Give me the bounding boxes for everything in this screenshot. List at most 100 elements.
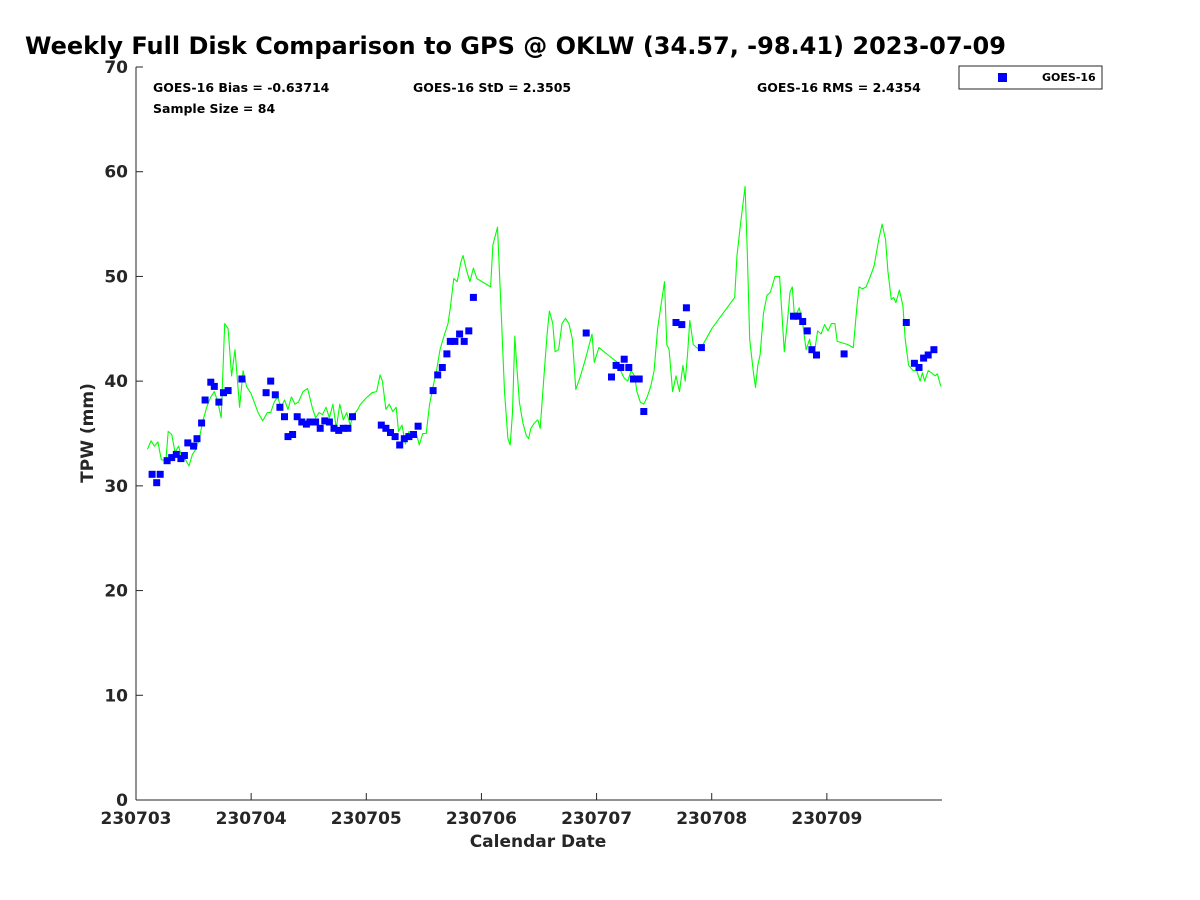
- goes16-point: [172, 450, 180, 458]
- legend-marker-goes16: [998, 73, 1007, 82]
- goes16-point: [443, 350, 451, 358]
- goes16-point: [377, 421, 385, 429]
- goes16-point: [391, 433, 399, 441]
- goes16-point: [267, 377, 275, 385]
- goes16-point: [682, 304, 690, 312]
- goes16-point: [207, 378, 215, 386]
- goes16-point: [920, 354, 928, 362]
- goes16-point: [924, 351, 932, 359]
- goes16-point: [298, 418, 306, 426]
- y-axis-label: TPW (mm): [78, 383, 98, 483]
- y-tick-label: 40: [104, 372, 128, 392]
- goes16-point: [284, 433, 292, 441]
- goes16-point: [620, 355, 628, 363]
- goes16-point: [215, 398, 223, 406]
- x-tick-label: 230706: [446, 809, 517, 829]
- std-stat: GOES-16 StD = 2.3505: [413, 80, 571, 95]
- bias-stat: GOES-16 Bias = -0.63714: [153, 80, 330, 95]
- goes16-point: [625, 364, 633, 371]
- goes16-point: [465, 327, 473, 335]
- goes16-point: [803, 327, 811, 335]
- goes16-point: [306, 418, 314, 426]
- x-tick-label: 230704: [216, 809, 287, 829]
- goes16-point: [224, 387, 232, 395]
- legend-box: [958, 65, 1103, 90]
- y-ticks: 0 10 20 30 40 50 60 70: [104, 58, 143, 811]
- goes16-point: [910, 359, 918, 367]
- goes16-point: [608, 373, 615, 381]
- goes16-point: [201, 396, 209, 404]
- goes16-point: [930, 346, 938, 354]
- goes16-point: [396, 441, 404, 449]
- goes16-point: [405, 433, 413, 441]
- goes16-point: [840, 350, 848, 358]
- goes16-point: [153, 479, 161, 487]
- goes16-point: [915, 364, 923, 371]
- y-tick-label: 60: [104, 163, 128, 183]
- goes16-point: [316, 424, 324, 432]
- goes16-point: [276, 403, 284, 411]
- y-tick-label: 0: [116, 791, 128, 811]
- x-tick-label: 230703: [101, 809, 172, 829]
- goes16-point: [617, 364, 625, 371]
- goes16-point: [193, 435, 201, 443]
- y-tick-label: 30: [104, 477, 128, 497]
- goes16-point: [902, 319, 910, 326]
- goes16-point: [813, 351, 820, 359]
- goes16-point: [429, 387, 437, 395]
- rms-stat: GOES-16 RMS = 2.4354: [757, 80, 921, 95]
- goes16-point: [289, 431, 297, 438]
- goes16-point: [293, 413, 301, 421]
- goes16-point: [582, 329, 590, 337]
- goes16-point: [344, 424, 352, 432]
- goes16-point: [460, 337, 468, 345]
- goes16-point: [387, 429, 394, 436]
- y-tick-label: 10: [104, 686, 128, 706]
- x-tick-label: 230708: [676, 809, 747, 829]
- goes16-point: [635, 375, 643, 383]
- goes16-point: [148, 470, 156, 478]
- goes16-point: [156, 470, 164, 478]
- goes16-point: [414, 422, 422, 430]
- y-tick-label: 70: [104, 58, 128, 78]
- x-tick-label: 230705: [331, 809, 402, 829]
- goes16-point: [238, 375, 246, 383]
- goes16-point: [339, 424, 347, 432]
- goes16-point: [210, 382, 218, 390]
- goes16-point: [312, 418, 320, 426]
- x-tick-label: 230709: [791, 809, 862, 829]
- x-tick-label: 230707: [561, 809, 632, 829]
- goes16-point: [808, 346, 816, 354]
- goes16-point: [790, 312, 797, 320]
- goes16-point: [794, 312, 802, 320]
- goes16-point: [410, 431, 417, 438]
- x-ticks: 230703 230704 230705 230706 230707 230708 2307…: [101, 793, 862, 829]
- goes16-point: [629, 375, 637, 383]
- goes16-point: [281, 413, 288, 421]
- goes16-point: [163, 457, 171, 465]
- goes16-point: [446, 337, 454, 345]
- legend-label-goes16: GOES-16: [1042, 71, 1096, 84]
- x-axis-label: Calendar Date: [470, 832, 607, 852]
- sample-size-stat: Sample Size = 84: [153, 101, 275, 116]
- goes16-series-group: [148, 293, 938, 487]
- y-tick-label: 20: [104, 582, 128, 602]
- y-tick-label: 50: [104, 267, 128, 287]
- goes16-point: [262, 389, 270, 397]
- goes16-point: [382, 424, 390, 432]
- chart-title: Weekly Full Disk Comparison to GPS @ OKL…: [25, 32, 1006, 60]
- goes16-point: [321, 417, 329, 425]
- goes16-point: [612, 361, 620, 369]
- goes16-point: [799, 318, 807, 325]
- goes16-point: [190, 442, 198, 450]
- goes16-point: [469, 293, 477, 301]
- goes16-point: [168, 454, 176, 462]
- goes16-point: [335, 426, 343, 434]
- goes16-point: [400, 435, 408, 443]
- goes16-point: [180, 452, 188, 459]
- goes16-point: [640, 408, 648, 415]
- goes16-point: [330, 424, 338, 432]
- goes16-point: [672, 319, 680, 326]
